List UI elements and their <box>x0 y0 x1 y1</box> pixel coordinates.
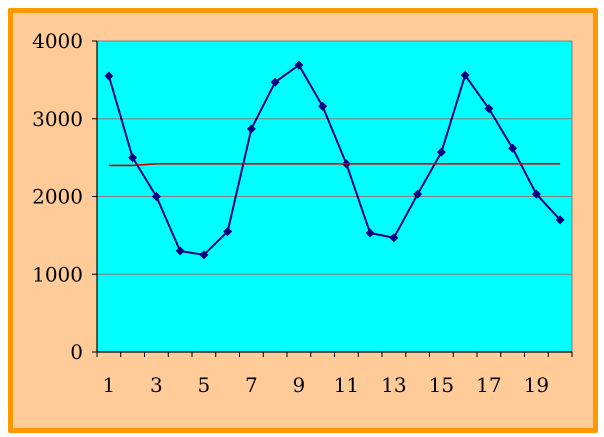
x-tick-label: 1 <box>103 373 116 397</box>
x-tick-label: 3 <box>150 373 163 397</box>
data-point-marker <box>436 147 446 157</box>
y-tick-label: 2000 <box>32 185 83 209</box>
x-tick-label: 15 <box>429 373 454 397</box>
data-point-marker <box>508 143 518 153</box>
data-point-marker <box>175 246 185 256</box>
x-tick-label: 11 <box>334 373 359 397</box>
data-point-marker <box>389 233 399 243</box>
series-line <box>107 63 561 256</box>
data-point-marker <box>223 226 233 236</box>
data-point-marker <box>484 104 494 114</box>
y-tick-label: 3000 <box>32 107 83 131</box>
data-point-marker <box>555 215 565 225</box>
data-point-marker <box>151 192 161 201</box>
data-point-marker <box>413 189 423 199</box>
data-point-marker <box>294 60 304 70</box>
data-point-marker <box>104 71 114 81</box>
x-tick-label: 7 <box>245 373 258 397</box>
data-point-marker <box>531 189 541 199</box>
data-point-marker <box>128 153 138 163</box>
y-tick-label: 1000 <box>32 262 83 286</box>
data-point-marker <box>246 124 256 134</box>
y-tick-label: 0 <box>70 340 83 364</box>
mean-line <box>108 163 561 167</box>
data-point-marker <box>365 228 375 238</box>
x-tick-label: 19 <box>524 373 549 397</box>
data-point-marker <box>460 70 470 80</box>
x-tick-label: 9 <box>293 373 306 397</box>
data-point-marker <box>270 77 280 87</box>
y-tick-label: 4000 <box>32 29 83 53</box>
data-point-marker <box>199 250 209 260</box>
x-tick-label: 17 <box>476 373 501 397</box>
x-tick-label: 5 <box>198 373 211 397</box>
data-point-marker <box>318 101 328 111</box>
x-tick-label: 13 <box>381 373 406 397</box>
